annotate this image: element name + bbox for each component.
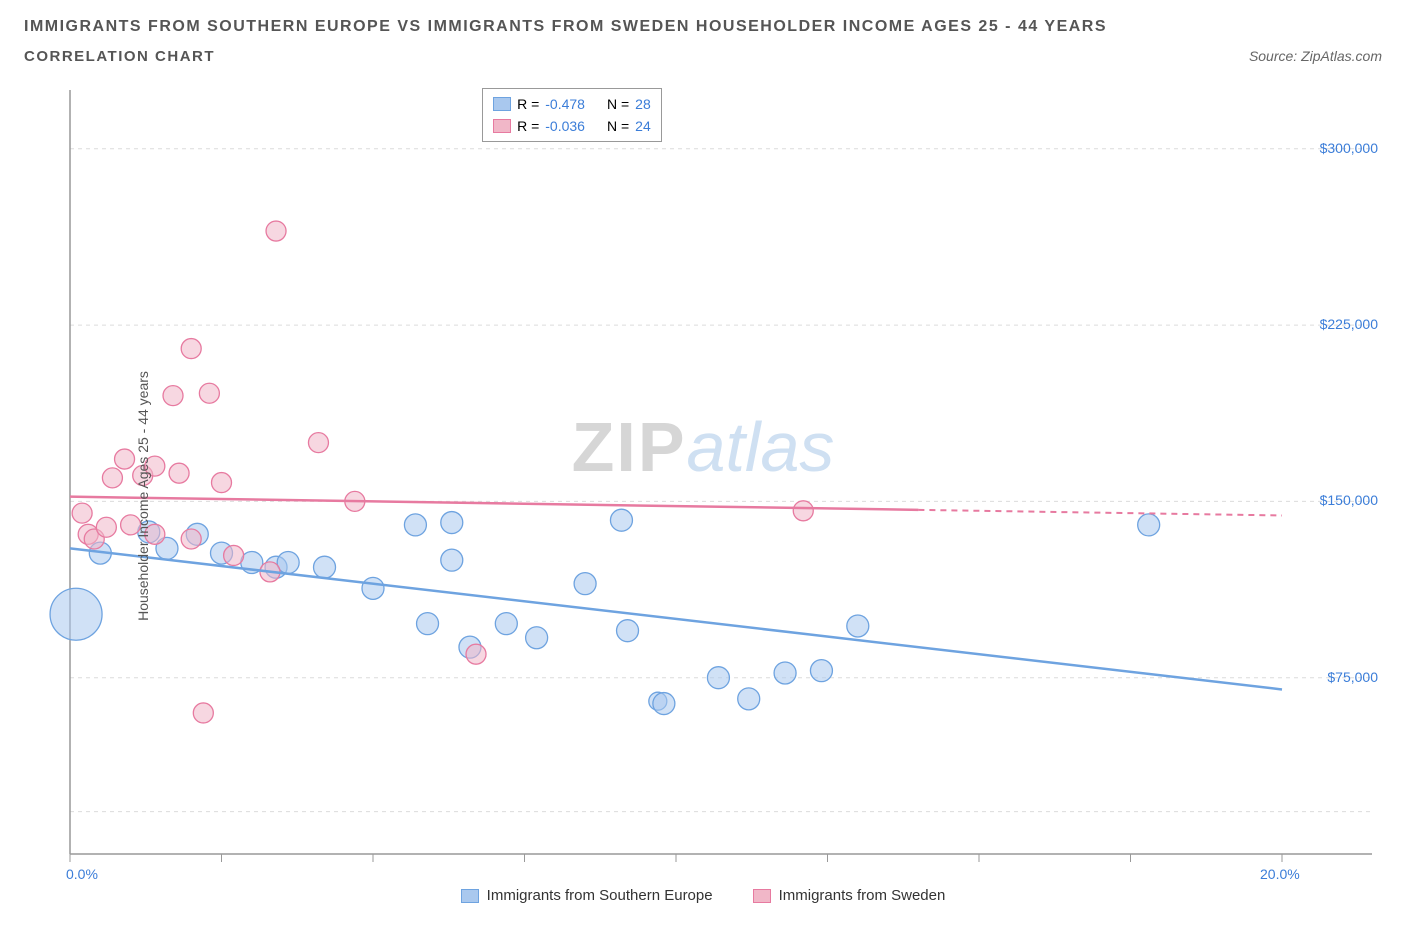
chart-title: IMMIGRANTS FROM SOUTHERN EUROPE VS IMMIG…: [24, 18, 1382, 36]
header: IMMIGRANTS FROM SOUTHERN EUROPE VS IMMIG…: [0, 0, 1406, 65]
y-axis-label: Householder Income Ages 25 - 44 years: [135, 371, 151, 621]
legend-item: Immigrants from Sweden: [753, 887, 946, 904]
y-tick-label: $225,000: [1320, 316, 1378, 332]
correlation-legend: R = -0.478N = 28R = -0.036N = 24: [482, 88, 662, 142]
y-tick-label: $150,000: [1320, 492, 1378, 508]
chart-subtitle: CORRELATION CHART: [24, 48, 215, 65]
series-legend: Immigrants from Southern Europe Immigrant…: [24, 887, 1382, 904]
y-tick-label: $75,000: [1327, 669, 1378, 685]
source-label: Source: ZipAtlas.com: [1249, 48, 1382, 64]
x-tick-left: 0.0%: [66, 866, 98, 882]
y-tick-label: $300,000: [1320, 140, 1378, 156]
chart-area: Householder Income Ages 25 - 44 years ZI…: [24, 86, 1382, 906]
scatter-plot: [24, 86, 1382, 906]
legend-row: R = -0.036N = 24: [493, 115, 651, 137]
legend-row: R = -0.478N = 28: [493, 93, 651, 115]
legend-item: Immigrants from Southern Europe: [461, 887, 713, 904]
x-tick-right: 20.0%: [1260, 866, 1300, 882]
